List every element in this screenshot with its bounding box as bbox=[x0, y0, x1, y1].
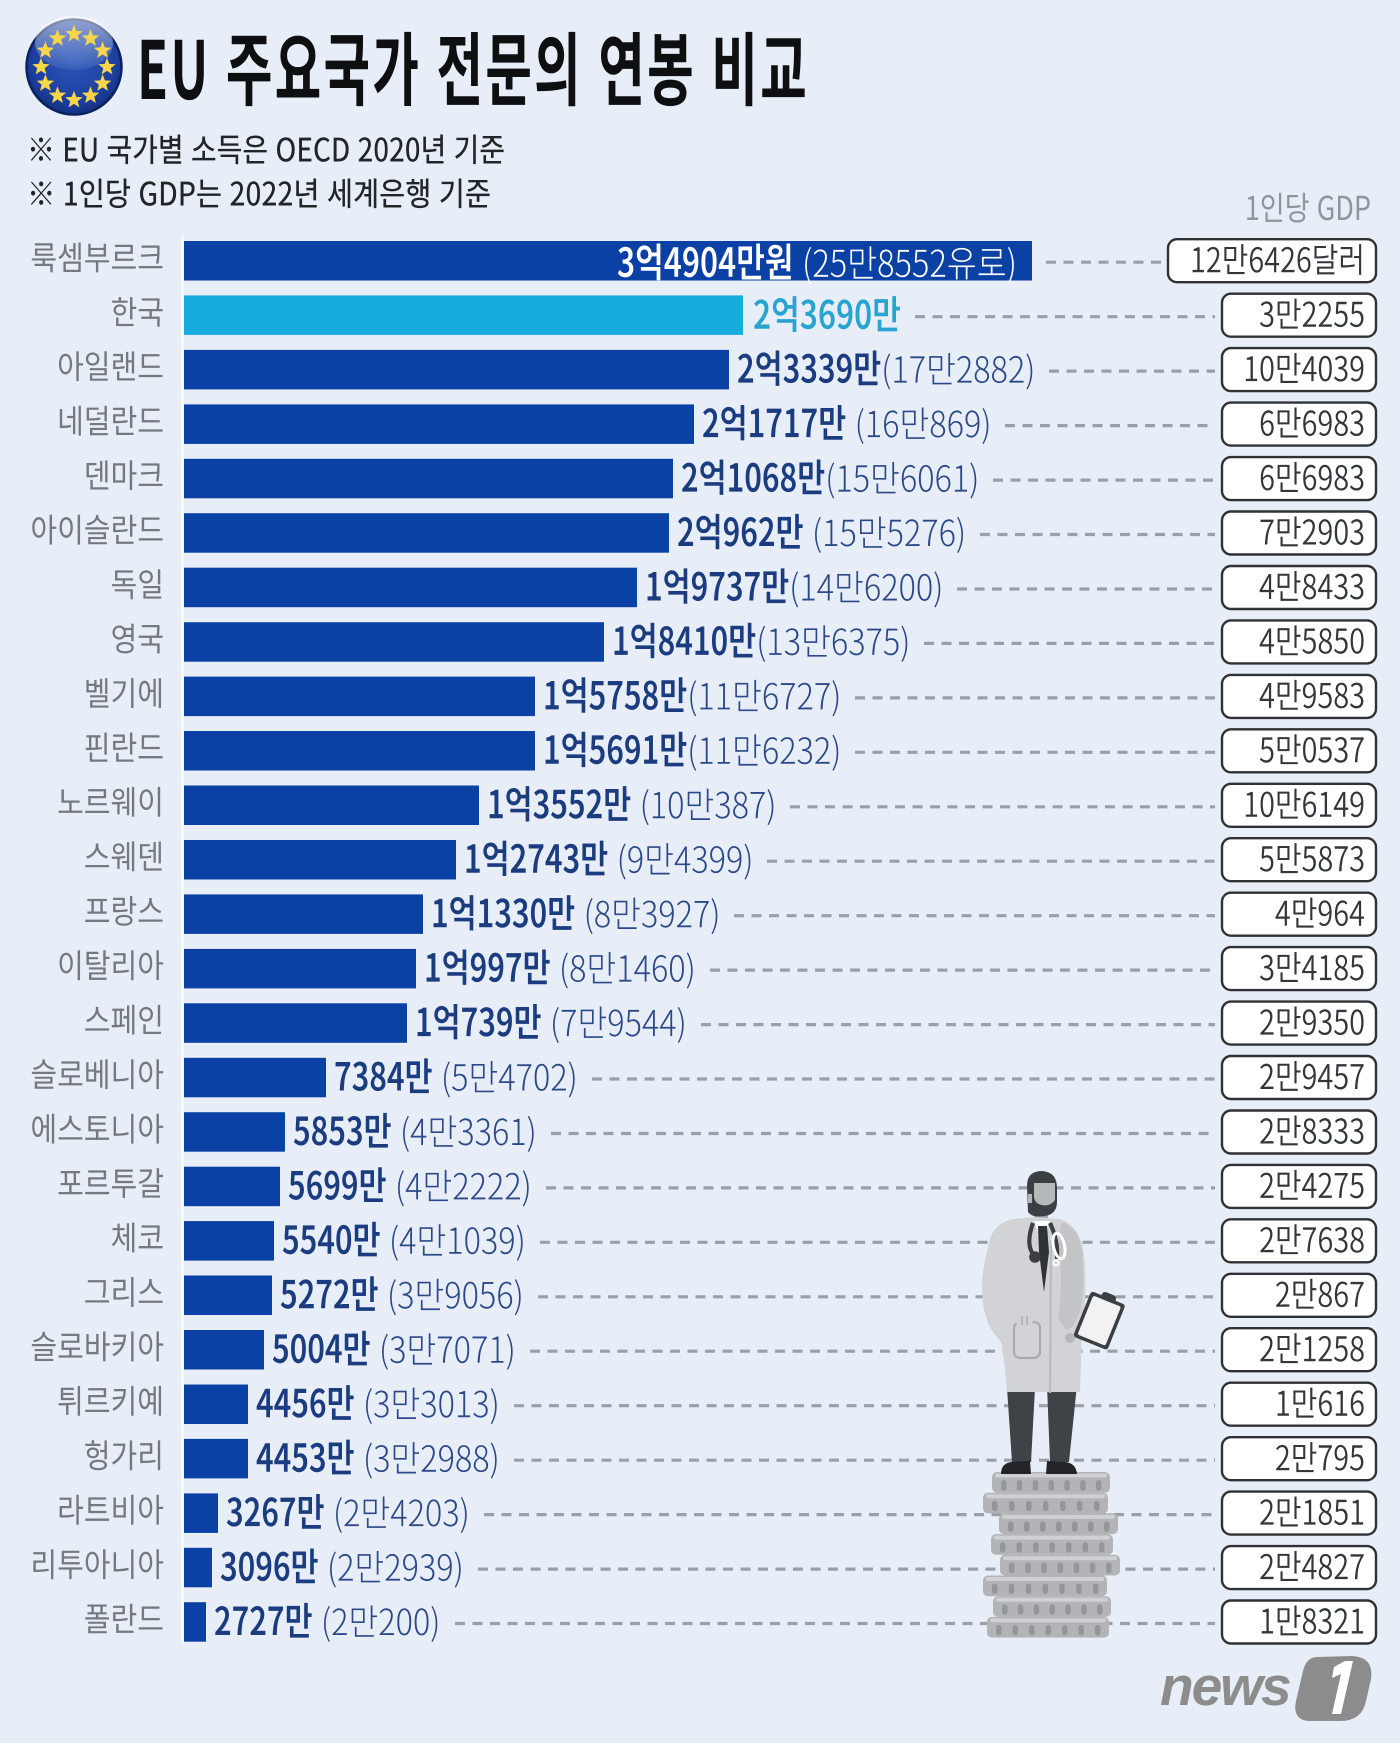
svg-text:news: news bbox=[1160, 1655, 1290, 1717]
